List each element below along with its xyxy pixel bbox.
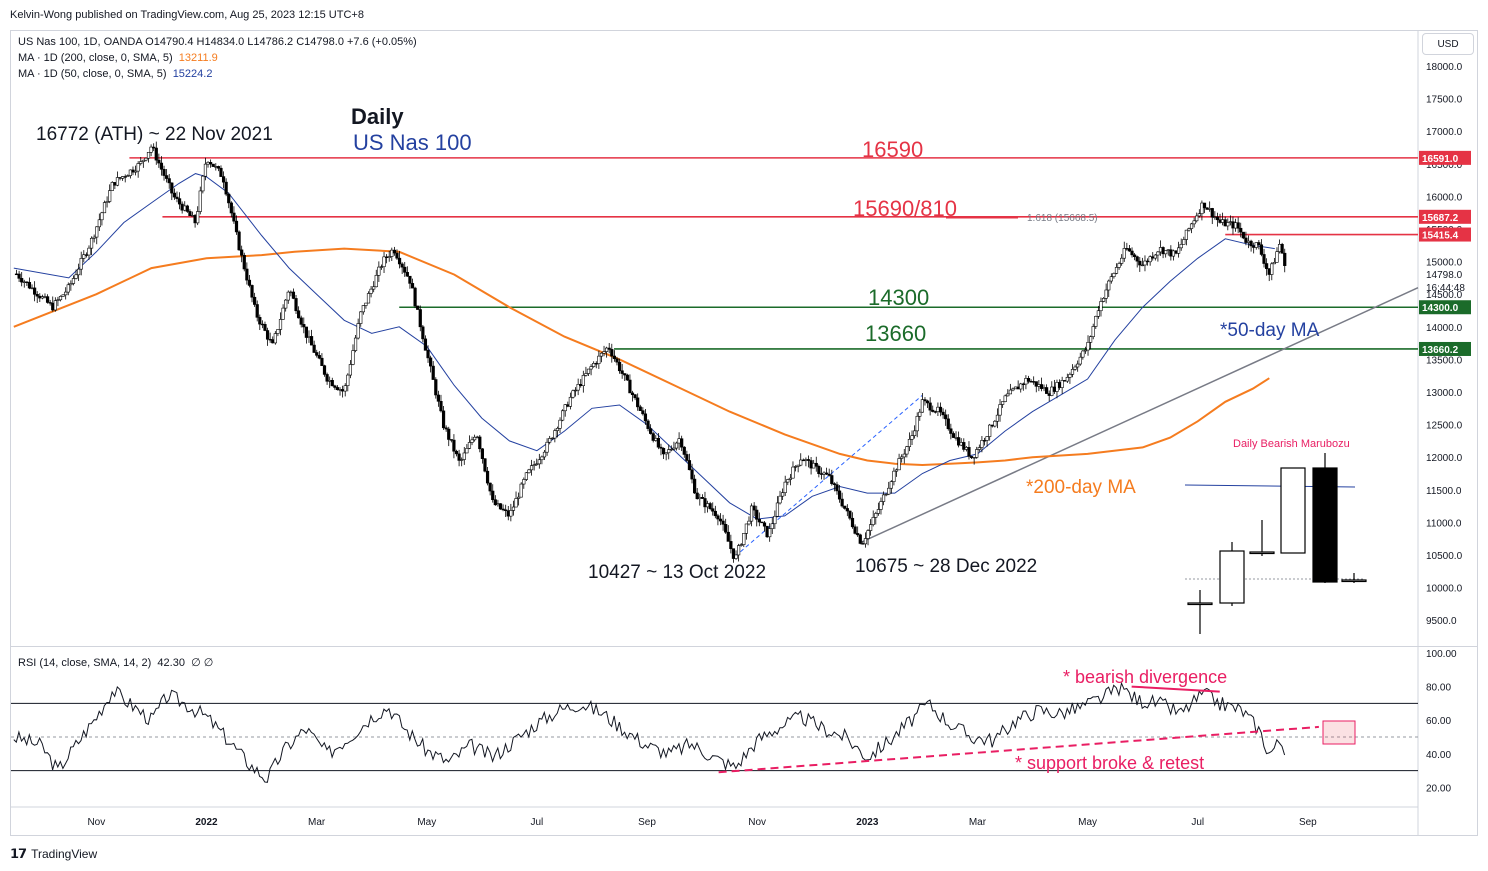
chart-frame (10, 30, 1478, 836)
ma50-legend[interactable]: MA · 1D (50, close, 0, SMA, 5) 15224.2 (18, 68, 212, 80)
ma200-value: 13211.9 (178, 52, 218, 64)
ma50-label: MA · 1D (50, close, 0, SMA, 5) (18, 68, 167, 80)
ma200-label: MA · 1D (200, close, 0, SMA, 5) (18, 52, 173, 64)
ma50-value: 15224.2 (172, 68, 213, 80)
symbol-line: US Nas 100, 1D, OANDA O14790.4 H14834.0 … (18, 36, 417, 48)
currency-button[interactable]: USD (1422, 33, 1474, 55)
tradingview-brand: TradingView (31, 847, 98, 861)
tradingview-icon: 𝟭𝟳 (10, 846, 27, 861)
publisher-line: Kelvin-Wong published on TradingView.com… (10, 9, 364, 21)
tradingview-logo[interactable]: 𝟭𝟳 TradingView (10, 846, 97, 862)
symbol-legend[interactable]: US Nas 100, 1D, OANDA O14790.4 H14834.0 … (18, 36, 417, 48)
rsi-extra: ∅ ∅ (191, 657, 214, 669)
ma200-legend[interactable]: MA · 1D (200, close, 0, SMA, 5) 13211.9 (18, 52, 218, 64)
rsi-value: 42.30 (157, 657, 185, 669)
rsi-label: RSI (14, close, SMA, 14, 2) (18, 657, 152, 669)
rsi-legend[interactable]: RSI (14, close, SMA, 14, 2) 42.30 ∅ ∅ (18, 656, 213, 669)
